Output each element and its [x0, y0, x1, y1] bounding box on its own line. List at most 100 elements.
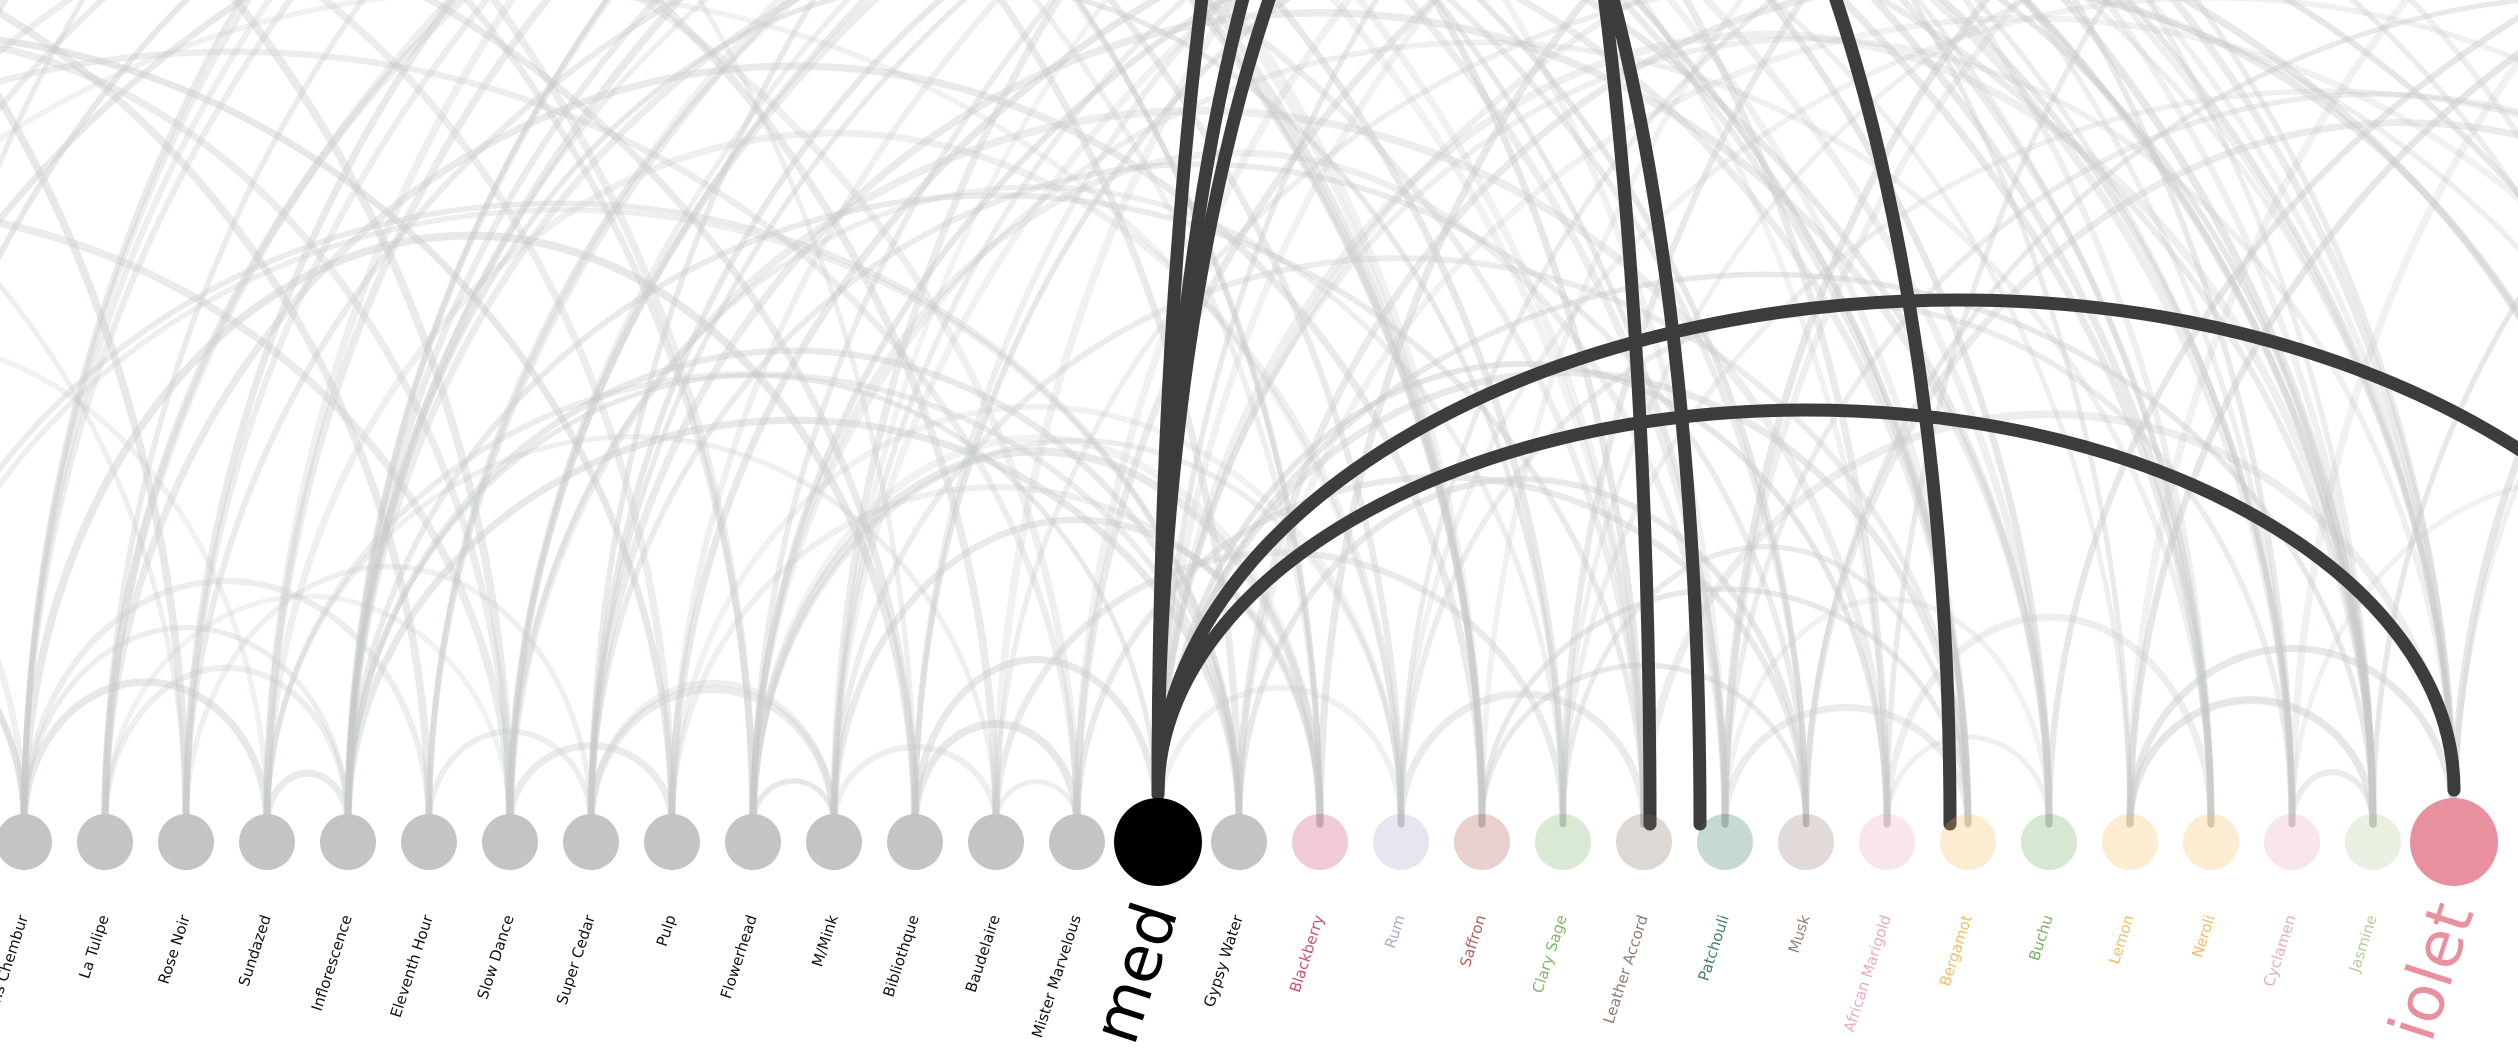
node-label[interactable]: Lemon: [2105, 913, 2138, 967]
node-label[interactable]: La Tulipe: [75, 913, 112, 981]
faint-link-arc: [101, 664, 352, 828]
faint-link-arc: [2022, 0, 2376, 827]
node[interactable]: [2345, 814, 2401, 870]
node[interactable]: [887, 814, 943, 870]
node[interactable]: [563, 814, 619, 870]
faint-link-arc: [0, 91, 190, 828]
node-label[interactable]: Leather Accord: [1600, 913, 1652, 1026]
faint-link-arc: [2288, 55, 2518, 828]
faint-link-arc: [2060, 0, 2377, 828]
node[interactable]: [806, 814, 862, 870]
faint-link-arc: [668, 0, 2518, 828]
node-label[interactable]: Baudelaire: [962, 913, 1004, 995]
node[interactable]: [2102, 814, 2158, 870]
node-label[interactable]: M/Mink: [808, 912, 842, 969]
node-label[interactable]: Saffron: [1456, 913, 1490, 970]
faint-link-arc: [1837, 0, 2215, 828]
faint-link-arc: [1192, 0, 1486, 828]
node-label[interactable]: Eleventh Hour: [387, 912, 437, 1020]
faint-link-arc: [1073, 0, 1353, 828]
faint-link-arc: [750, 0, 1057, 827]
node[interactable]: [1859, 814, 1915, 870]
node-label[interactable]: Inflorescence: [308, 913, 356, 1014]
node-label[interactable]: Pulp: [653, 913, 680, 949]
node[interactable]: [1616, 814, 1672, 870]
node-label[interactable]: med: [1079, 894, 1193, 1050]
node[interactable]: [482, 814, 538, 870]
faint-link-arc: [2370, 295, 2518, 827]
faint-link-arc: [1665, 0, 1972, 828]
node-label[interactable]: Cyclamen: [2260, 913, 2300, 989]
node-label[interactable]: Blackberry: [1286, 913, 1328, 995]
node[interactable]: [77, 814, 133, 870]
node[interactable]: [725, 814, 781, 870]
node[interactable]: [401, 814, 457, 870]
faint-link-arc: [668, 0, 1001, 828]
faint-link-arc: [636, 0, 1081, 828]
faint-link-arc: [1722, 596, 2052, 827]
node-label[interactable]: Rose Noir: [155, 912, 194, 986]
node-label[interactable]: iolet: [2376, 894, 2489, 1049]
node[interactable]: [1697, 814, 1753, 870]
node[interactable]: [1940, 814, 1996, 870]
faint-link-arc: [1225, 0, 1486, 828]
faint-link-arc: [651, 0, 1000, 828]
node[interactable]: [1049, 814, 1105, 870]
node-label[interactable]: Flowerhead: [717, 913, 761, 1001]
node[interactable]: [1454, 814, 1510, 870]
node[interactable]: [158, 814, 214, 870]
faint-link-arc: [1639, 0, 1890, 827]
node-label[interactable]: Sundazed: [235, 913, 275, 989]
node[interactable]: [1778, 814, 1834, 870]
node-label[interactable]: Super Cedar: [553, 912, 599, 1007]
node[interactable]: [2183, 814, 2239, 870]
faint-link-arc: [0, 44, 514, 828]
faint-link-arc: [1560, 0, 2032, 827]
faint-links: [0, 0, 2518, 828]
faint-link-arc: [263, 769, 352, 828]
node-label[interactable]: Bibliothque: [879, 913, 922, 1000]
node-label[interactable]: Jasmine: [2345, 913, 2381, 976]
faint-link-arc: [230, 0, 514, 828]
node[interactable]: [644, 814, 700, 870]
node-label[interactable]: Buchu: [2025, 913, 2057, 963]
node[interactable]: [2264, 814, 2320, 870]
faint-link-arc: [1355, 0, 1648, 828]
node[interactable]: [1292, 814, 1348, 870]
faint-link-arc: [587, 685, 838, 828]
faint-link-arc: [344, 0, 613, 828]
node[interactable]: [1211, 814, 1267, 870]
node[interactable]: [0, 814, 52, 870]
node-label[interactable]: Encens Chembur: [0, 912, 32, 1040]
faint-link-arc: [1617, 0, 1972, 828]
node-label[interactable]: Rum: [1381, 913, 1409, 951]
faint-link-arc: [489, 0, 757, 828]
node[interactable]: [239, 814, 295, 870]
faint-link-arc: [1398, 0, 2518, 827]
faint-link-arc: [345, 373, 1161, 827]
node[interactable]: [1535, 814, 1591, 870]
node-label[interactable]: Bergamot: [1936, 913, 1976, 989]
faint-link-arc: [750, 778, 837, 827]
node-label[interactable]: Musk: [1785, 912, 1814, 955]
node-label[interactable]: Neroli: [2188, 913, 2219, 960]
node-label[interactable]: Gypsy Water: [1200, 912, 1247, 1009]
faint-link-arc: [101, 0, 2296, 828]
node[interactable]: [2021, 814, 2077, 870]
node-label[interactable]: African Marigold: [1840, 913, 1895, 1035]
node-label[interactable]: Slow Dance: [474, 913, 518, 1002]
faint-link-arc: [2126, 0, 2411, 828]
node[interactable]: [1373, 814, 1429, 870]
faint-link-arc: [1155, 271, 2376, 827]
connected-node[interactable]: [2410, 798, 2498, 886]
faint-link-arc: [587, 679, 838, 828]
selected-node[interactable]: [1114, 798, 1202, 886]
faint-link-arc: [0, 0, 1648, 828]
node[interactable]: [968, 814, 1024, 870]
node-label[interactable]: Patchouli: [1695, 913, 1733, 983]
node[interactable]: [320, 814, 376, 870]
node-label[interactable]: Clary Sage: [1529, 913, 1571, 996]
node-label[interactable]: Mister Marvelous: [1028, 913, 1085, 1041]
